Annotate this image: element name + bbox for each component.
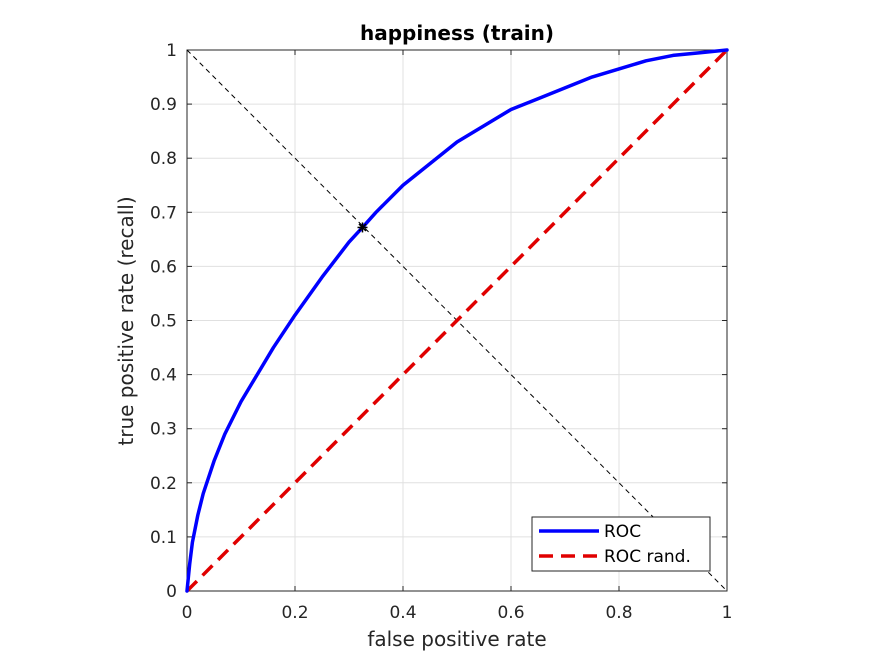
- x-axis-label: false positive rate: [367, 627, 546, 651]
- x-tick-label: 0.6: [497, 603, 524, 623]
- y-tick-label: 0.9: [150, 95, 177, 115]
- y-tick-label: 0.1: [150, 528, 177, 548]
- y-tick-label: 0.5: [150, 312, 177, 332]
- y-tick-label: 0.8: [150, 149, 177, 169]
- x-tick-label: 0.2: [281, 603, 308, 623]
- y-tick-label: 0.4: [150, 366, 177, 386]
- x-tick-label: 0: [182, 603, 193, 623]
- y-tick-label: 0: [166, 582, 177, 602]
- grid: [186, 49, 728, 592]
- asterisk-marker: [357, 222, 368, 233]
- y-tick-label: 1: [166, 41, 177, 61]
- legend-box: [531, 516, 711, 572]
- y-tick-label: 0.3: [150, 420, 177, 440]
- legend-label: ROC: [604, 522, 641, 542]
- roc-random-line: [185, 48, 729, 593]
- y-axis-label: true positive rate (recall): [114, 196, 138, 445]
- legend: ROC ROC rand.: [531, 516, 711, 572]
- x-tick-label: 0.4: [389, 603, 416, 623]
- chart-title: happiness (train): [360, 21, 554, 45]
- x-tick-label: 0.8: [605, 603, 632, 623]
- y-tick-label: 0.6: [150, 257, 177, 277]
- x-tick-label: 1: [722, 603, 733, 623]
- y-tick-label: 0.2: [150, 474, 177, 494]
- x-axis-ticks: 0 0.2 0.4 0.6 0.8 1: [182, 50, 733, 623]
- legend-label: ROC rand.: [604, 547, 691, 567]
- operating-point-marker: [357, 222, 368, 233]
- y-tick-label: 0.7: [150, 203, 177, 223]
- y-axis-ticks: 0 0.1 0.2 0.3 0.4 0.5 0.6 0.7 0.8 0.9 1: [150, 41, 727, 602]
- roc-curve-line: [185, 48, 729, 593]
- series-lines: [185, 48, 729, 593]
